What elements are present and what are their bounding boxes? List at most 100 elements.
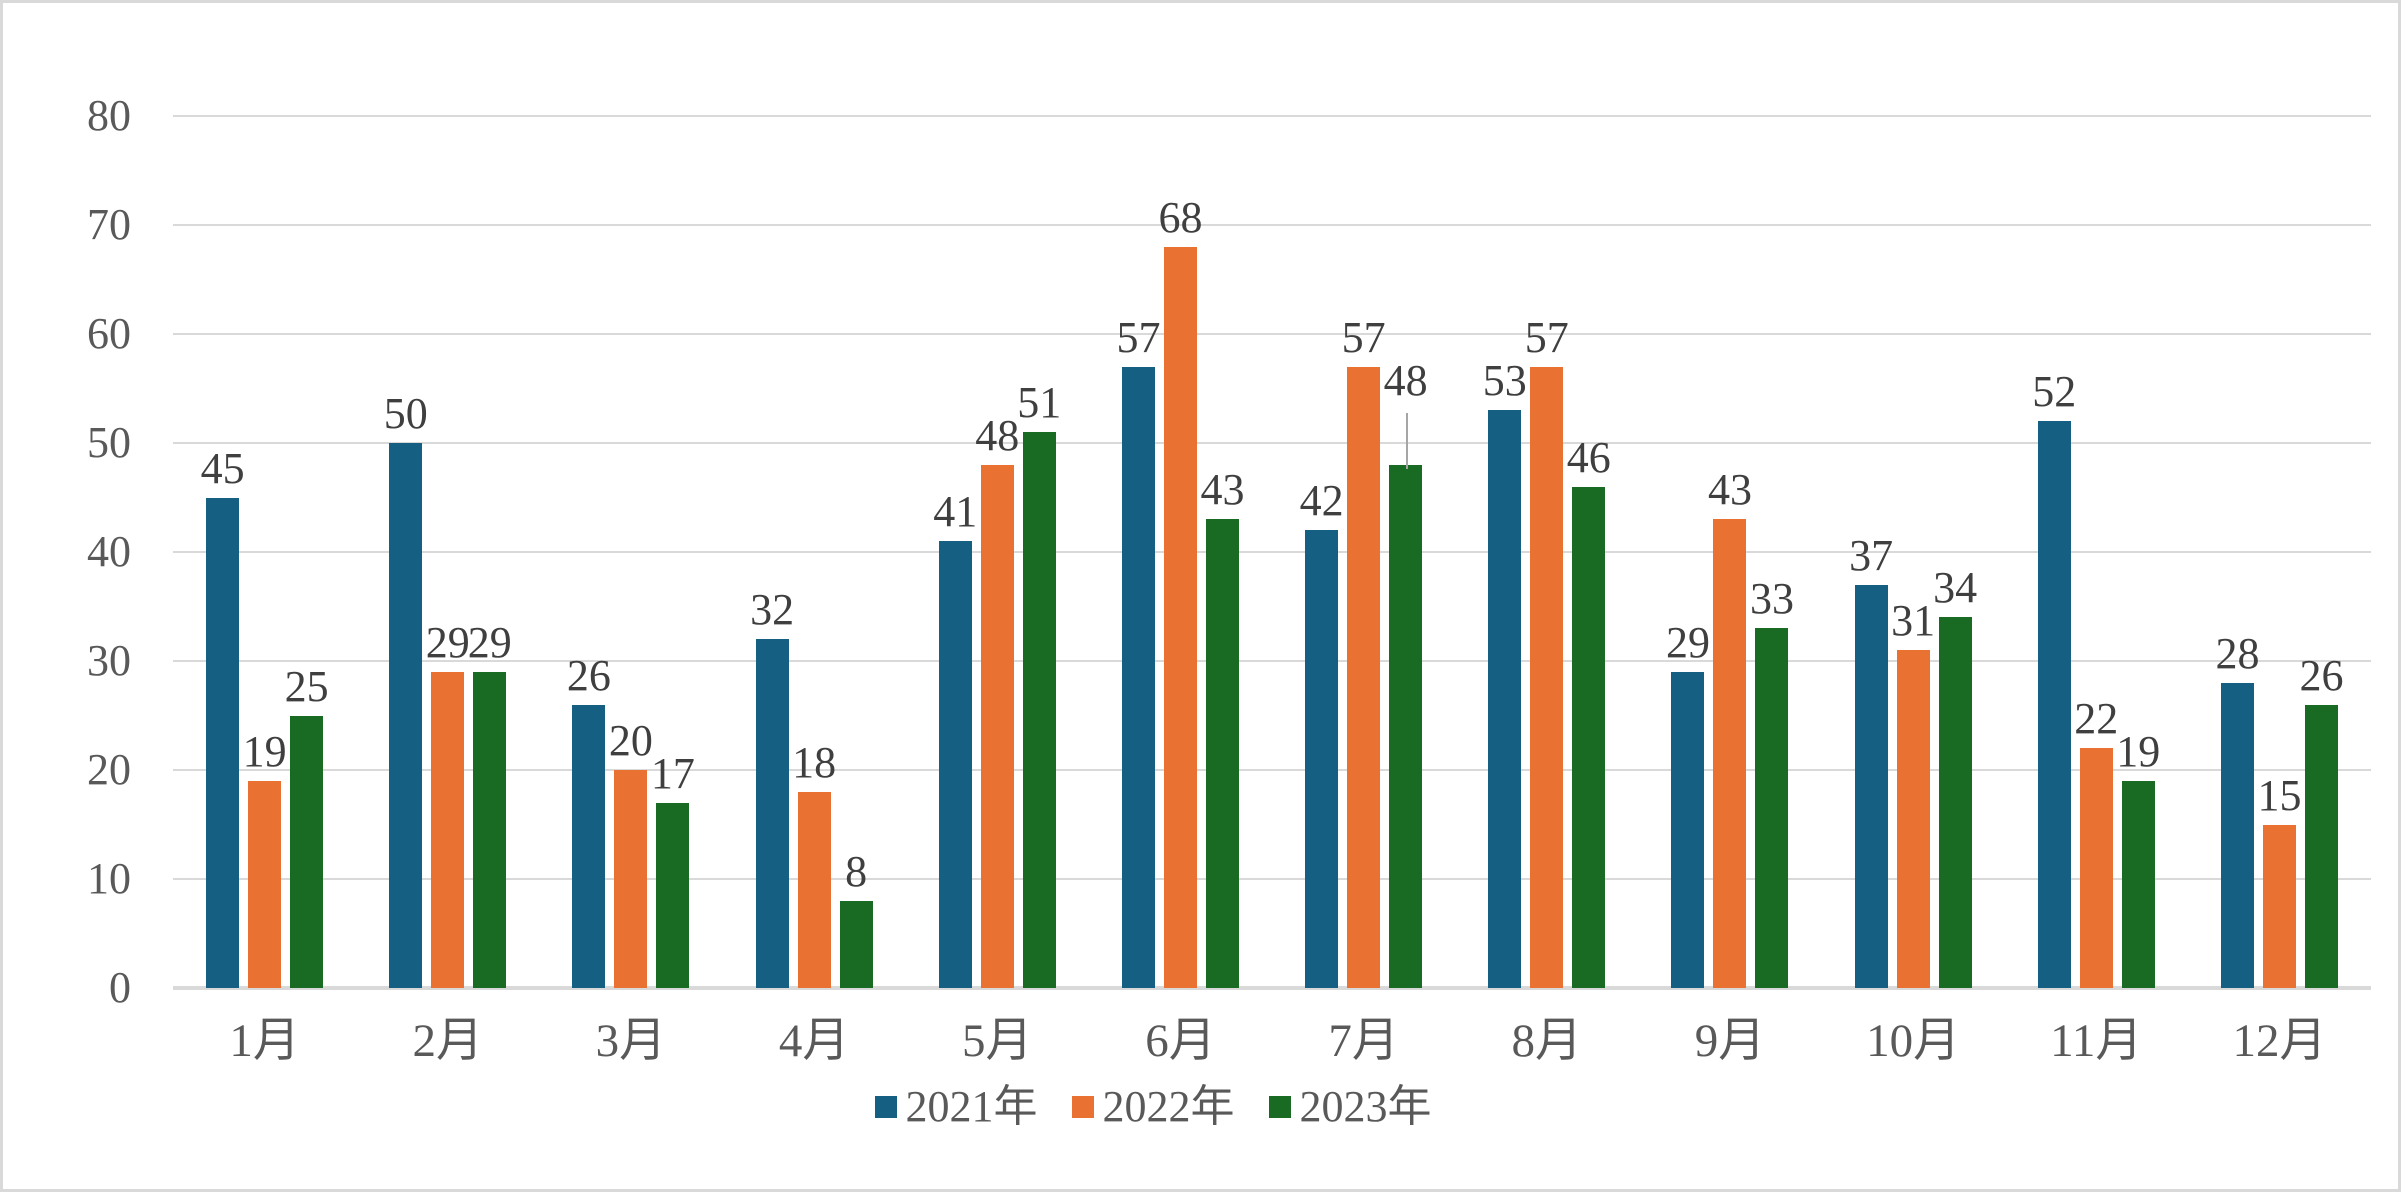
bar-value-label: 25 [284, 661, 329, 711]
bar[interactable]: 17 [651, 751, 695, 988]
bar-value-label: 26 [2299, 650, 2344, 700]
bar[interactable]: 42 [1300, 479, 1344, 988]
legend: 2021年 2022年 2023年 [3, 1081, 2303, 1133]
gridline [173, 769, 2371, 771]
x-axis-category-label: 4月 [778, 1015, 850, 1067]
bar[interactable]: 29 [468, 620, 512, 988]
x-axis-category-label: 3月 [595, 1015, 667, 1067]
bar-group: 57 68 43 [1089, 116, 1272, 988]
bar-group: 42 57 48 [1272, 116, 1455, 988]
bar[interactable]: 22 [2074, 697, 2118, 988]
x-axis-category-label: 10月 [1866, 1015, 1961, 1067]
bar-group: 26 20 17 [539, 116, 722, 988]
bar-value-label: 43 [1200, 465, 1245, 515]
bar-value-label: 29 [467, 617, 512, 667]
x-axis-category-label: 1月 [229, 1015, 300, 1067]
legend-item-2023[interactable]: 2023年 [1268, 1081, 1432, 1133]
bar-value-label: 22 [2074, 694, 2119, 744]
bar[interactable]: 32 [750, 588, 794, 988]
bar[interactable]: 20 [609, 719, 653, 988]
bar-group: 53 57 46 [1455, 116, 1638, 988]
bar[interactable]: 57 [1116, 315, 1160, 988]
bar[interactable]: 31 [1891, 599, 1935, 988]
bar[interactable]: 34 [1933, 566, 1977, 988]
bar-value-label: 19 [2116, 726, 2161, 776]
bar-value-label: 41 [933, 487, 978, 537]
bar-value-label: 57 [1116, 312, 1161, 362]
bar-value-label: 34 [1933, 563, 1978, 613]
gridline [173, 115, 2371, 117]
x-axis-category-label: 12月 [2232, 1015, 2327, 1067]
y-axis-tick-label: 30 [87, 636, 131, 685]
bar-value-label: 29 [425, 617, 470, 667]
plot-area: 45 19 25 50 29 29 26 20 17 32 18 8 41 48 51 57 68 43 42 57 4… [173, 115, 2371, 990]
bar-value-label: 48 [1383, 355, 1428, 405]
legend-item-label: 2023年 [1299, 1082, 1432, 1131]
bar[interactable]: 29 [426, 620, 470, 988]
bar-value-label: 32 [750, 585, 795, 635]
bar[interactable]: 19 [243, 729, 287, 988]
bar-value-label: 26 [566, 650, 611, 700]
bar-value-label: 43 [1707, 465, 1752, 515]
bar-group: 29 43 33 [1638, 116, 1821, 988]
gridline [173, 442, 2371, 444]
bar-group: 41 48 51 [906, 116, 1089, 988]
x-axis-category-label: 7月 [1328, 1015, 1399, 1067]
bar-value-label: 19 [242, 726, 287, 776]
bar[interactable]: 43 [1200, 468, 1244, 988]
bar[interactable]: 41 [933, 490, 977, 988]
x-axis-category-label: 6月 [1145, 1015, 1216, 1067]
bar[interactable]: 45 [201, 446, 245, 988]
x-axis: 1月 2月 3月 4月 5月 6月 7月 8月 9月 10月 11月 12月 [173, 1015, 2371, 1067]
bar-group: 45 19 25 [173, 116, 356, 988]
bar[interactable]: 48 [1384, 358, 1428, 988]
bar[interactable]: 8 [839, 849, 873, 988]
bar[interactable]: 57 [1342, 315, 1386, 988]
bar[interactable]: 46 [1567, 435, 1611, 988]
bar-value-label: 57 [1524, 312, 1569, 362]
bar-value-label: 42 [1299, 476, 1344, 526]
bar[interactable]: 51 [1017, 381, 1061, 988]
bar-value-label: 20 [608, 716, 653, 765]
bar[interactable]: 68 [1158, 195, 1202, 988]
bar[interactable]: 18 [792, 740, 836, 988]
bars-layer: 45 19 25 50 29 29 26 20 17 32 18 8 41 48 51 57 68 43 42 57 4… [173, 116, 2371, 988]
y-axis-tick-label: 40 [87, 527, 131, 576]
bar[interactable]: 52 [2032, 370, 2076, 988]
legend-item-2022[interactable]: 2022年 [1071, 1081, 1235, 1133]
bar-value-label: 15 [2257, 770, 2302, 820]
y-axis-tick-label: 70 [87, 200, 131, 249]
bar[interactable]: 26 [2299, 653, 2343, 988]
bar[interactable]: 48 [975, 413, 1019, 988]
legend-item-label: 2021年 [905, 1082, 1038, 1131]
legend-item-2021[interactable]: 2021年 [874, 1081, 1038, 1133]
bar[interactable]: 57 [1525, 315, 1569, 988]
bar-value-label: 31 [1891, 596, 1936, 646]
legend-marker-icon [1268, 1096, 1291, 1118]
bar-group: 32 18 8 [723, 116, 906, 988]
y-axis-tick-label: 60 [87, 309, 131, 358]
bar[interactable]: 19 [2116, 729, 2160, 988]
bar-value-label: 53 [1482, 356, 1527, 406]
y-axis-tick-label: 50 [87, 418, 131, 467]
bar[interactable]: 53 [1483, 359, 1527, 988]
y-axis-tick-label: 0 [109, 963, 131, 1012]
bar[interactable]: 37 [1849, 533, 1893, 988]
bar[interactable]: 50 [384, 392, 428, 988]
bar-value-label: 18 [792, 737, 837, 787]
bar-value-label: 68 [1158, 192, 1203, 242]
bar-value-label: 50 [383, 389, 428, 438]
bar-value-label: 57 [1341, 312, 1386, 362]
bar[interactable]: 29 [1666, 620, 1710, 988]
bar-value-label: 45 [200, 443, 245, 493]
bar[interactable]: 26 [567, 653, 611, 988]
bar-value-label: 8 [845, 846, 868, 896]
bar-group: 52 22 19 [2005, 116, 2188, 988]
bar[interactable]: 15 [2257, 773, 2301, 988]
bar-value-label: 48 [975, 410, 1020, 460]
bar[interactable]: 25 [285, 664, 329, 988]
bar-value-label: 46 [1566, 432, 1611, 482]
bar[interactable]: 28 [2215, 631, 2259, 988]
bar[interactable]: 43 [1708, 468, 1752, 988]
bar[interactable]: 33 [1750, 577, 1794, 988]
